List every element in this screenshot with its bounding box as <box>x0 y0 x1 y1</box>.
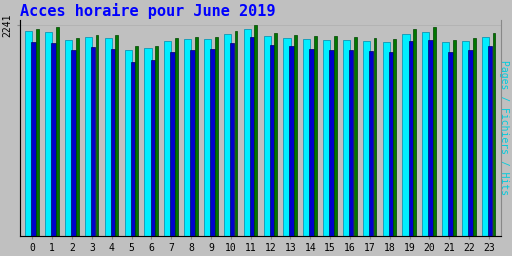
Bar <box>155 46 158 236</box>
Bar <box>85 37 92 236</box>
Bar <box>349 50 353 236</box>
Bar <box>294 35 297 236</box>
Bar <box>309 49 314 236</box>
Text: Acces horaire pour June 2019: Acces horaire pour June 2019 <box>20 3 276 19</box>
Bar <box>190 50 195 236</box>
Bar <box>453 40 456 236</box>
Bar <box>468 50 473 236</box>
Bar <box>442 42 450 236</box>
Bar <box>164 40 172 236</box>
Bar <box>144 48 152 236</box>
Bar <box>56 27 59 236</box>
Bar <box>65 40 72 236</box>
Bar <box>270 45 274 236</box>
Bar <box>215 37 218 236</box>
Bar <box>473 38 476 236</box>
Bar <box>115 35 118 236</box>
Bar <box>91 47 95 236</box>
Bar <box>45 32 52 236</box>
Bar <box>31 42 36 236</box>
Bar <box>493 33 496 236</box>
Bar <box>283 38 290 236</box>
Bar <box>131 62 135 236</box>
Bar <box>204 39 211 236</box>
Bar <box>244 29 251 236</box>
Bar <box>254 26 257 236</box>
Bar <box>25 31 32 236</box>
Bar <box>274 33 277 236</box>
Bar <box>409 40 413 236</box>
Bar <box>482 37 489 236</box>
Bar <box>334 36 337 236</box>
Bar <box>224 34 231 236</box>
Y-axis label: Pages / Fichiers / Hits: Pages / Fichiers / Hits <box>499 60 509 195</box>
Bar <box>289 46 294 236</box>
Bar <box>230 43 234 236</box>
Bar <box>135 46 138 236</box>
Bar <box>369 51 373 236</box>
Bar <box>323 40 330 236</box>
Bar <box>382 41 390 236</box>
Bar <box>413 29 416 236</box>
Bar <box>389 52 393 236</box>
Bar <box>76 38 78 236</box>
Bar <box>303 39 310 236</box>
Bar <box>51 43 56 236</box>
Bar <box>422 32 430 236</box>
Bar <box>175 38 178 236</box>
Bar <box>71 50 76 236</box>
Bar <box>488 46 493 236</box>
Bar <box>96 35 98 236</box>
Bar <box>363 40 370 236</box>
Bar <box>329 50 334 236</box>
Bar <box>449 52 453 236</box>
Bar <box>250 37 254 236</box>
Bar <box>402 34 410 236</box>
Bar <box>374 38 376 236</box>
Bar <box>433 27 436 236</box>
Bar <box>124 50 132 236</box>
Bar <box>195 37 198 236</box>
Bar <box>264 36 271 236</box>
Bar <box>393 39 396 236</box>
Bar <box>151 60 155 236</box>
Bar <box>104 38 112 236</box>
Bar <box>210 49 215 236</box>
Bar <box>462 40 469 236</box>
Bar <box>343 40 350 236</box>
Bar <box>429 40 433 236</box>
Bar <box>170 52 175 236</box>
Bar <box>111 49 115 236</box>
Bar <box>36 29 39 236</box>
Bar <box>234 31 238 236</box>
Bar <box>314 36 317 236</box>
Bar <box>184 39 191 236</box>
Bar <box>354 37 356 236</box>
